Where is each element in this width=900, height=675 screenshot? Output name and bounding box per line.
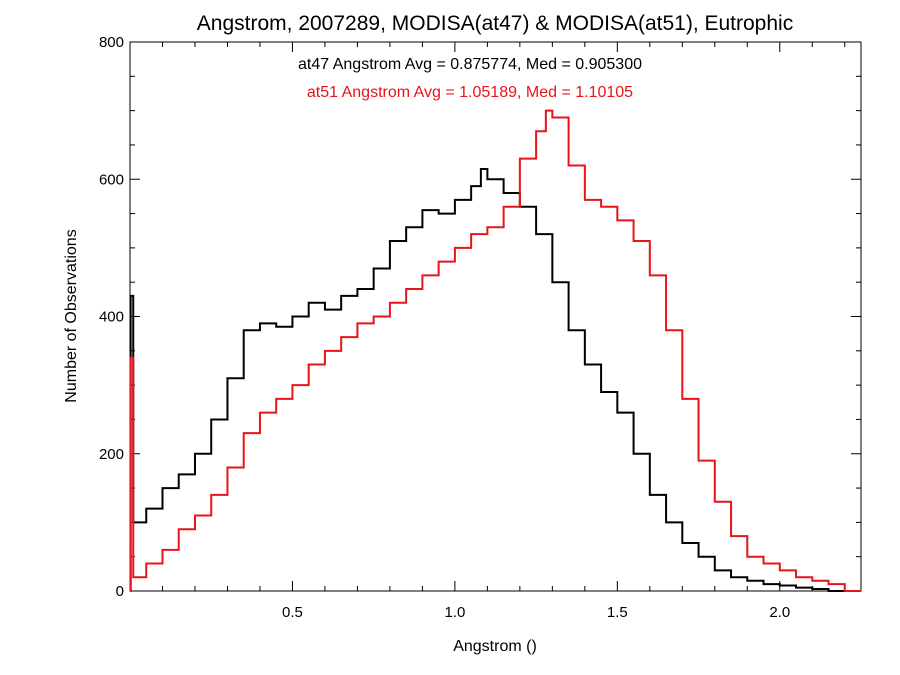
- y-tick-label: 0: [116, 583, 124, 600]
- x-axis: 0.5 1.0 1.5 2.0: [161, 42, 846, 621]
- annotation-at51: at51 Angstrom Avg = 1.05189, Med = 1.101…: [307, 84, 633, 101]
- x-tick-label: 1.5: [607, 604, 628, 621]
- y-tick-label: 600: [99, 171, 124, 188]
- y-tick-label: 400: [99, 309, 124, 326]
- y-axis-label: Number of Observations: [63, 229, 80, 402]
- x-tick-label: 2.0: [769, 604, 790, 621]
- series-group: [129, 109, 861, 592]
- x-tick-label: 1.0: [444, 604, 465, 621]
- y-tick-label: 200: [99, 446, 124, 463]
- y-axis: 0 200 400 600 800: [99, 34, 861, 600]
- annotation-at47: at47 Angstrom Avg = 0.875774, Med = 0.90…: [298, 56, 642, 73]
- chart-title: Angstrom, 2007289, MODISA(at47) & MODISA…: [197, 12, 793, 35]
- y-tick-label: 800: [99, 34, 124, 51]
- plot-frame: [129, 41, 862, 592]
- series-line-at51: [129, 109, 861, 592]
- series-line-at47: [129, 167, 861, 592]
- x-tick-label: 0.5: [282, 604, 303, 621]
- x-axis-label: Angstrom (): [453, 638, 537, 655]
